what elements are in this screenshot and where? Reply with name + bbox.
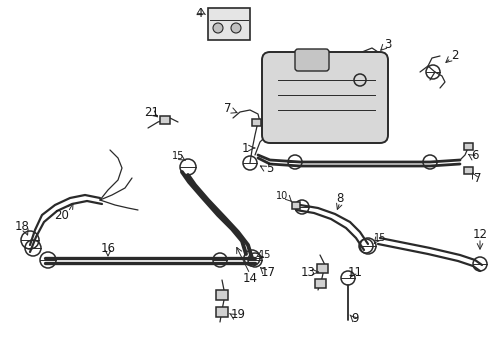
Text: 15: 15 (374, 233, 386, 243)
Text: 10: 10 (276, 191, 288, 201)
Bar (315, 279, 325, 288)
Text: 15: 15 (172, 151, 184, 161)
FancyBboxPatch shape (262, 52, 388, 143)
Text: 2: 2 (451, 49, 459, 62)
FancyBboxPatch shape (295, 49, 329, 71)
Text: 21: 21 (145, 105, 160, 118)
Bar (317, 264, 327, 273)
Text: 4: 4 (195, 6, 203, 19)
Text: 18: 18 (15, 220, 29, 233)
Circle shape (213, 23, 223, 33)
Bar (464, 166, 472, 174)
Text: 17: 17 (261, 266, 275, 279)
Text: 5: 5 (266, 162, 274, 175)
Text: 1: 1 (241, 141, 249, 154)
Text: 11: 11 (347, 266, 363, 279)
Bar (160, 116, 170, 124)
Text: 14: 14 (243, 271, 258, 284)
Text: 20: 20 (54, 208, 70, 221)
Text: 7: 7 (474, 171, 482, 185)
Circle shape (231, 23, 241, 33)
Text: 7: 7 (224, 102, 232, 114)
Text: 9: 9 (351, 311, 359, 324)
Bar (292, 202, 300, 208)
Bar (216, 290, 228, 300)
Text: 16: 16 (100, 242, 116, 255)
Text: 15: 15 (259, 250, 271, 260)
Bar (251, 118, 261, 126)
Text: 12: 12 (472, 228, 488, 240)
Text: 8: 8 (336, 192, 343, 204)
Bar (208, 8, 250, 40)
Text: 3: 3 (384, 37, 392, 50)
Text: 13: 13 (300, 266, 316, 279)
Bar (216, 307, 228, 317)
Text: 6: 6 (471, 149, 479, 162)
Bar (464, 143, 472, 149)
Text: 19: 19 (230, 309, 245, 321)
